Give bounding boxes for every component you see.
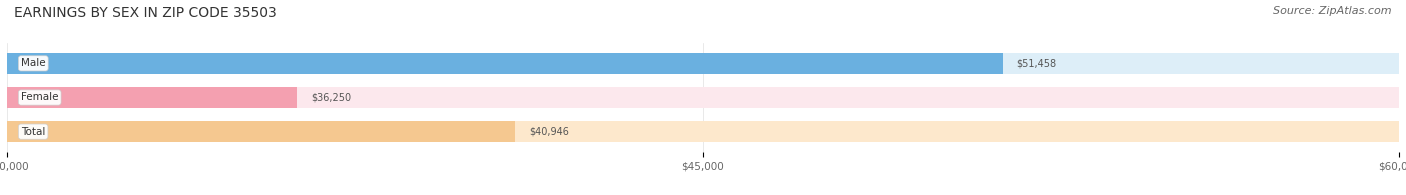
- Bar: [7, 87, 1399, 108]
- Text: $40,946: $40,946: [529, 127, 568, 137]
- Text: $51,458: $51,458: [1017, 58, 1057, 68]
- Text: EARNINGS BY SEX IN ZIP CODE 35503: EARNINGS BY SEX IN ZIP CODE 35503: [14, 6, 277, 20]
- Text: Total: Total: [21, 127, 45, 137]
- Bar: [7, 121, 1399, 142]
- Text: Male: Male: [21, 58, 45, 68]
- Text: $36,250: $36,250: [311, 92, 352, 103]
- Bar: [7, 121, 515, 142]
- Bar: [7, 53, 1002, 74]
- Bar: [7, 87, 297, 108]
- Text: Female: Female: [21, 92, 59, 103]
- Text: Source: ZipAtlas.com: Source: ZipAtlas.com: [1274, 6, 1392, 16]
- Bar: [7, 53, 1399, 74]
